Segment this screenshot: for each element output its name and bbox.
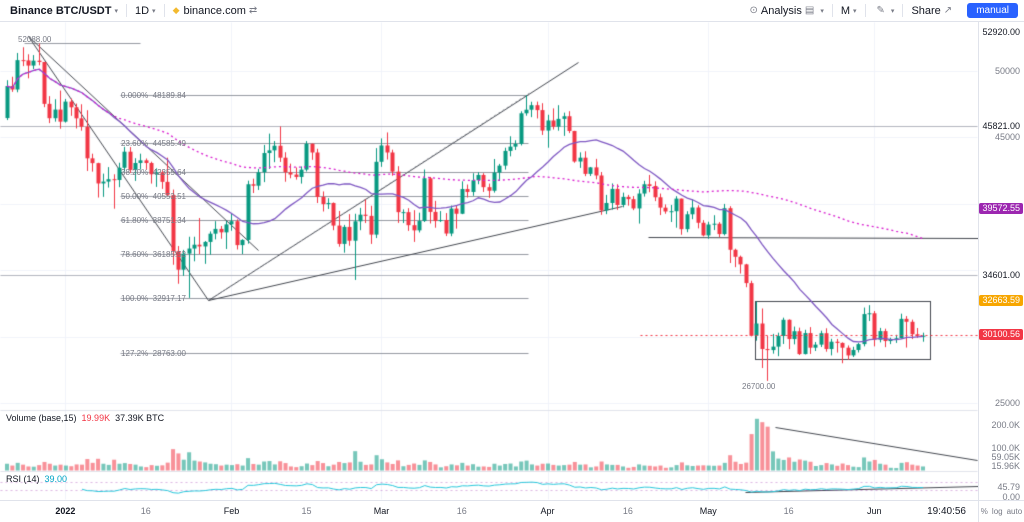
- price-scale-label: 39572.55: [979, 203, 1023, 215]
- edit-menu[interactable]: ✎ ▾: [870, 5, 899, 16]
- external-link-icon: ↗: [943, 5, 953, 16]
- percent-scale-button[interactable]: %: [980, 507, 988, 516]
- time-axis[interactable]: 2022 16 Feb 15 Mar 16 Apr 16 May 16 Jun 19:40:56 %…: [0, 500, 1024, 522]
- chevron-down-icon: ▾: [853, 7, 857, 15]
- chevron-down-icon: ▾: [890, 7, 895, 15]
- volume-scale-label: 200.0K: [991, 420, 1020, 431]
- price-scale-label: 52920.00: [982, 27, 1020, 37]
- interval-label: 1D: [134, 4, 150, 17]
- price-scale-label: 50000: [994, 65, 1020, 76]
- toolbar-divider: [831, 4, 833, 17]
- toolbar-left-group: Binance BTC/USDT ▾ 1D ▾ ◆ binance.com ⇄: [6, 0, 264, 21]
- compare-icon: ⇄: [248, 5, 258, 16]
- chevron-down-icon: ▾: [820, 7, 824, 15]
- symbol-selector[interactable]: Binance BTC/USDT ▾: [6, 5, 122, 17]
- time-axis-tick: Apr: [540, 506, 555, 516]
- scale-settings-corner: % log auto: [978, 501, 1024, 522]
- time-axis-tick: May: [699, 506, 717, 516]
- volume-scale-label: 100.0K: [991, 442, 1020, 453]
- toolbar-divider: [864, 4, 866, 17]
- chevron-down-icon: ▾: [114, 7, 118, 15]
- share-button[interactable]: Share ↗: [907, 5, 959, 17]
- layout-panel-icon: ▤: [804, 5, 815, 16]
- time-axis-tick: 16: [622, 506, 633, 516]
- symbol-label: Binance BTC/USDT: [10, 4, 112, 17]
- auto-scale-button[interactable]: auto: [1006, 507, 1023, 516]
- time-axis-tick: 16: [783, 506, 794, 516]
- analysis-label: Analysis: [760, 4, 802, 17]
- exchange-link[interactable]: ◆ binance.com ⇄: [169, 5, 265, 17]
- log-scale-button[interactable]: log: [991, 507, 1003, 516]
- price-scale-label: 25000: [994, 398, 1020, 408]
- bar-countdown-timer[interactable]: 19:40:56: [927, 506, 966, 517]
- time-axis-tick: 16: [140, 506, 151, 516]
- time-axis-tick: 15: [301, 506, 312, 516]
- time-axis-tick: Jun: [867, 506, 882, 516]
- chevron-down-icon: ▾: [152, 7, 156, 15]
- time-axis-tick: Mar: [373, 506, 390, 516]
- layout-label: M: [840, 4, 851, 17]
- price-scale-label: 30100.56: [979, 329, 1023, 341]
- interval-selector[interactable]: 1D ▾: [131, 5, 160, 17]
- time-axis-tick: 16: [456, 506, 467, 516]
- toolbar-divider: [902, 4, 904, 17]
- exchange-link-label: binance.com: [183, 4, 246, 17]
- top-toolbar: Binance BTC/USDT ▾ 1D ▾ ◆ binance.com ⇄ …: [0, 0, 1024, 22]
- eye-icon: ⊙: [749, 5, 758, 16]
- price-scale-label: 45000: [994, 132, 1020, 143]
- volume-scale-label: 59.05K: [991, 451, 1020, 462]
- price-scale[interactable]: 52920.00 50000 45821.00 45000 39572.55 34601.…: [978, 22, 1024, 502]
- time-axis-tick: 2022: [55, 506, 76, 516]
- price-scale-label: 34601.00: [982, 270, 1020, 281]
- chart-main: 0.000% 48189.84 23.60% 44585.49 38.20% 423…: [0, 22, 1024, 502]
- layout-selector[interactable]: M ▾: [837, 5, 861, 17]
- manual-button[interactable]: manual: [967, 3, 1018, 18]
- toolbar-right-group: ⊙ Analysis ▤ ▾ M ▾ ✎ ▾ Share ↗ manual: [743, 0, 1018, 21]
- price-scale-label: 32663.59: [979, 295, 1023, 307]
- volume-scale-label: 15.96K: [991, 461, 1020, 472]
- rsi-scale-label: 45.79: [997, 481, 1020, 492]
- chart-canvas[interactable]: [0, 22, 978, 500]
- toolbar-divider: [163, 4, 165, 17]
- price-scale-label: 45821.00: [982, 121, 1020, 132]
- analysis-menu[interactable]: ⊙ Analysis ▤ ▾: [743, 5, 828, 17]
- time-axis-tick: Feb: [223, 506, 240, 516]
- toolbar-divider: [125, 4, 127, 17]
- pencil-icon: ✎: [876, 5, 885, 16]
- share-label: Share: [911, 4, 941, 17]
- rsi-scale-label: 0.00: [1002, 492, 1020, 502]
- binance-logo-icon: ◆: [172, 5, 180, 15]
